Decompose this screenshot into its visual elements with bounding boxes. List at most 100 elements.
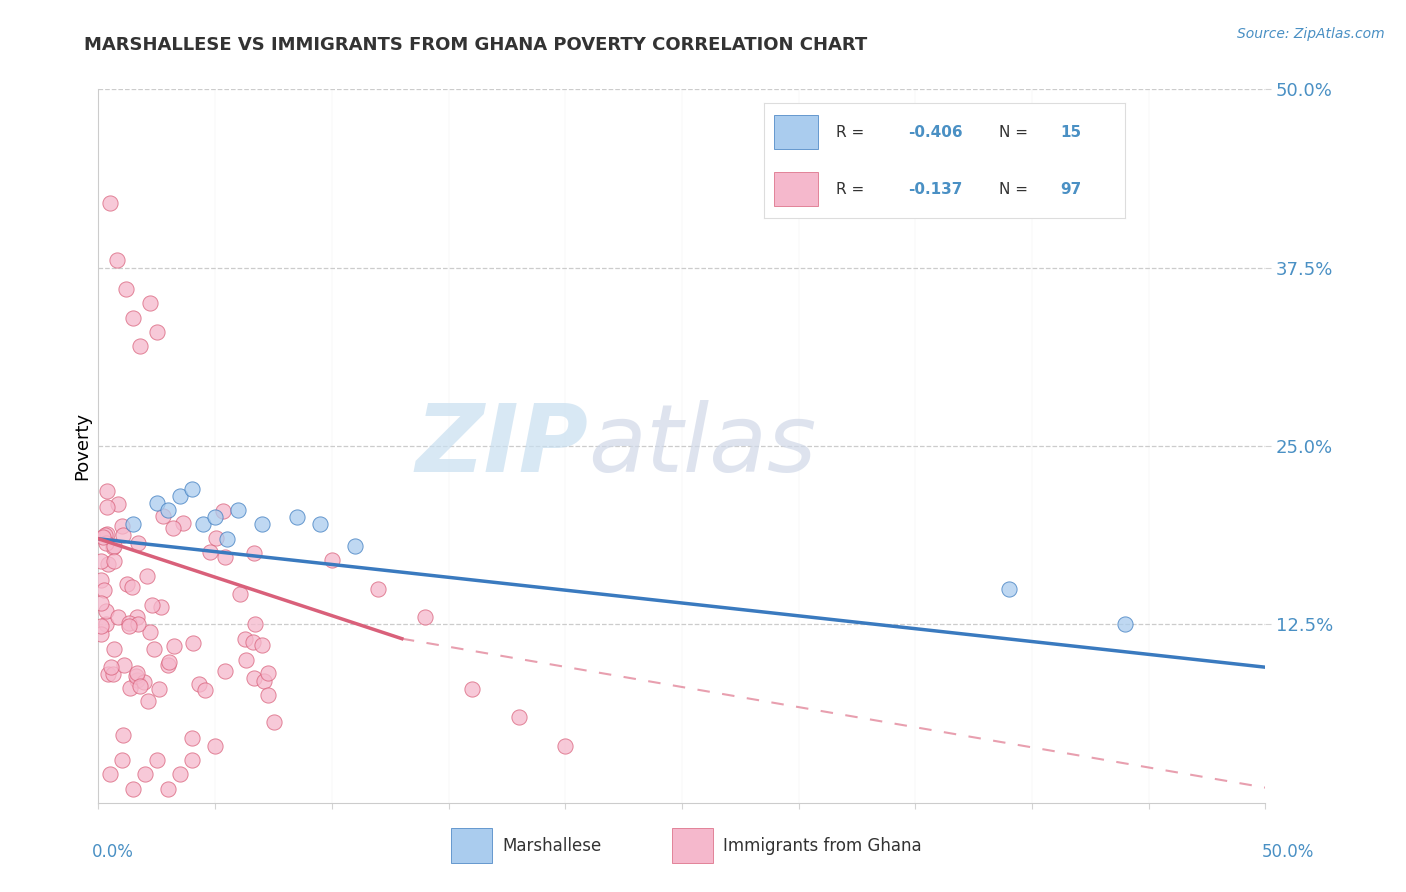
Point [103,641,125,656]
Point [97,557,120,571]
Point [204,510,226,524]
Text: Source: ZipAtlas.com: Source: ZipAtlas.com [1237,27,1385,41]
Point [243,671,266,685]
Point [554,739,576,753]
Point [150,599,173,614]
Point [132,675,155,690]
Point [107,498,129,512]
Point [1114,617,1136,632]
Text: 0.0%: 0.0% [91,843,134,861]
Point [98,196,121,211]
Y-axis label: Poverty: Poverty [73,412,91,480]
Point [997,582,1019,596]
Point [128,679,150,693]
Point [115,282,138,296]
Point [103,539,125,553]
Point [169,767,191,781]
Point [105,253,128,268]
Point [157,781,180,796]
Point [256,666,278,681]
Point [181,636,204,650]
Point [122,517,145,532]
Point [257,689,280,703]
Point [90,554,112,568]
Point [285,510,308,524]
Text: 50.0%: 50.0% [1263,843,1315,861]
Point [188,676,211,690]
Point [118,615,141,630]
Point [148,681,170,696]
Point [111,527,134,541]
Point [139,625,162,640]
Point [180,731,202,746]
Point [118,681,141,695]
Point [252,638,274,652]
Point [135,569,157,583]
Point [367,582,389,596]
Point [90,596,112,610]
Point [96,484,118,499]
Point [122,781,145,796]
Point [309,517,332,532]
Point [125,666,148,681]
Point [101,541,124,555]
Point [127,616,149,631]
Point [103,554,125,568]
Point [111,518,134,533]
Point [228,503,250,517]
Point [94,616,117,631]
Point [194,683,217,698]
Point [157,655,180,669]
Point [93,582,115,597]
Point [461,681,484,696]
Point [212,504,235,518]
Point [413,610,436,624]
Text: MARSHALLESE VS IMMIGRANTS FROM GHANA POVERTY CORRELATION CHART: MARSHALLESE VS IMMIGRANTS FROM GHANA POV… [84,36,868,54]
Point [321,553,343,567]
Point [134,767,156,781]
Point [157,503,180,517]
Point [146,325,169,339]
Point [90,619,112,633]
Point [100,660,122,674]
Point [229,587,252,601]
Point [107,610,129,624]
Point [163,640,186,654]
Point [162,521,184,535]
Point [180,482,202,496]
Point [121,580,143,594]
Point [136,694,159,708]
Point [127,536,149,550]
Point [235,653,257,667]
Point [129,339,152,353]
Point [242,546,264,560]
Point [93,527,115,541]
Point [97,666,120,681]
Point [508,710,530,724]
Point [122,310,145,325]
Point [214,550,236,565]
Point [90,573,112,587]
Point [156,657,179,672]
Point [253,674,276,689]
Point [152,509,174,524]
Point [94,604,117,618]
Point [169,489,191,503]
Point [172,516,194,530]
Point [96,500,118,515]
Point [98,767,121,781]
Point [112,658,135,673]
Point [180,753,202,767]
Text: atlas: atlas [589,401,817,491]
Point [115,577,138,591]
Point [125,673,148,687]
Point [215,532,238,546]
Point [263,714,285,729]
Point [125,610,148,624]
Point [101,666,124,681]
Point [125,669,148,683]
Point [344,539,367,553]
Point [142,642,165,657]
Point [204,739,226,753]
Point [111,728,134,742]
